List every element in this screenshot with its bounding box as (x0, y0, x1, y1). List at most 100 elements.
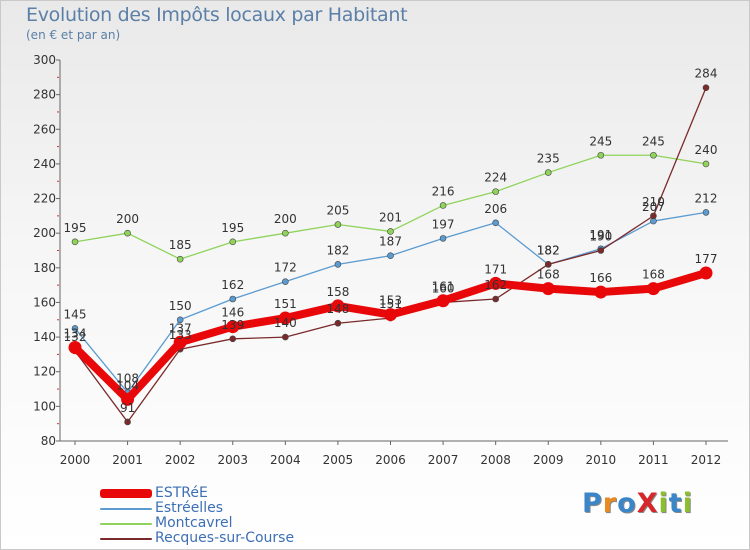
data-label-estr-e: 168 (537, 268, 560, 282)
logo-letter: o (617, 488, 637, 519)
data-point-recques-sur-course (282, 333, 289, 341)
data-label-recques-sur-course: 133 (169, 328, 192, 342)
data-label-estr-e: 158 (326, 285, 349, 299)
data-point-montcavrel (650, 151, 657, 159)
x-tick-label: 2007 (428, 453, 459, 467)
data-point-recques-sur-course (124, 418, 131, 426)
data-point-montcavrel (597, 151, 605, 159)
data-label-montcavrel: 200 (274, 212, 297, 226)
data-point-estr-e (594, 285, 608, 299)
y-tick-label: 280 (33, 88, 56, 102)
legend-item-estr-elles: Estréelles (100, 501, 223, 516)
data-point-montcavrel (544, 169, 552, 176)
data-label-montcavrel: 200 (116, 212, 139, 226)
data-point-estr-elles (71, 325, 79, 332)
legend-swatch (100, 507, 152, 510)
data-label-estr-elles: 212 (695, 191, 718, 205)
x-tick-label: 2010 (586, 453, 617, 467)
data-point-montcavrel (334, 221, 342, 228)
data-label-recques-sur-course: 162 (484, 278, 507, 292)
data-point-montcavrel (229, 238, 237, 246)
data-point-estr-elles (387, 252, 394, 259)
data-point-estr-e (331, 299, 345, 313)
data-label-estr-elles: 207 (642, 200, 665, 214)
data-label-montcavrel: 235 (537, 152, 560, 166)
data-point-estr-e (436, 294, 450, 308)
data-point-recques-sur-course (492, 295, 499, 303)
data-label-estr-e: 161 (432, 280, 455, 294)
data-label-recques-sur-course: 182 (537, 243, 560, 257)
data-point-montcavrel (387, 228, 394, 235)
legend-item-estr-e: ESTRéE (100, 486, 208, 501)
data-label-recques-sur-course: 91 (120, 401, 135, 415)
data-label-estr-e: 146 (221, 306, 244, 320)
data-point-recques-sur-course (229, 335, 237, 343)
data-label-estr-elles: 182 (326, 243, 349, 257)
chart-title: Evolution des Impôts locaux par Habitant (26, 4, 408, 26)
data-label-recques-sur-course: 284 (695, 67, 718, 81)
data-label-estr-elles: 108 (116, 372, 139, 386)
data-label-estr-e: 171 (484, 262, 507, 276)
data-point-estr-e (646, 282, 660, 296)
x-tick-label: 2011 (638, 453, 669, 467)
x-tick-label: 2003 (217, 453, 248, 467)
legend-label: Montcavrel (155, 515, 233, 531)
data-point-recques-sur-course (334, 319, 342, 327)
data-point-estr-elles (702, 209, 710, 216)
y-tick-label: 100 (33, 399, 56, 413)
y-tick-label: 160 (33, 295, 56, 309)
data-point-recques-sur-course (544, 261, 552, 268)
logo-letter: i (682, 488, 693, 519)
x-tick-label: 2000 (60, 453, 91, 467)
data-point-estr-e (489, 276, 503, 290)
data-label-recques-sur-course: 139 (221, 318, 244, 332)
data-label-estr-e: 166 (589, 271, 612, 285)
data-label-estr-elles: 206 (484, 202, 507, 216)
data-label-montcavrel: 201 (379, 210, 402, 224)
data-label-montcavrel: 245 (589, 134, 612, 148)
y-tick-label: 180 (33, 261, 56, 275)
data-point-montcavrel (492, 188, 499, 195)
data-label-montcavrel: 245 (642, 134, 665, 148)
y-tick-label: 260 (33, 122, 56, 136)
data-point-recques-sur-course (702, 84, 710, 92)
x-tick-label: 2004 (270, 453, 301, 467)
data-point-estr-e (541, 282, 555, 296)
data-point-estr-elles (439, 235, 447, 242)
legend-item-montcavrel: Montcavrel (100, 516, 233, 531)
data-point-montcavrel (702, 160, 710, 168)
data-label-montcavrel: 224 (484, 171, 507, 185)
y-tick-label: 240 (33, 157, 56, 171)
x-tick-label: 2008 (480, 453, 511, 467)
legend-label: Estréelles (155, 500, 223, 516)
data-label-estr-e: 104 (116, 378, 139, 392)
data-point-estr-e (384, 308, 397, 322)
data-point-estr-elles (334, 261, 342, 268)
y-tick-label: 220 (33, 192, 56, 206)
legend-label: Recques-sur-Course (155, 530, 295, 546)
data-label-estr-elles: 182 (537, 243, 560, 257)
y-tick-label: 300 (33, 53, 56, 67)
logo-letter: i (658, 488, 669, 519)
data-label-estr-e: 134 (64, 326, 87, 340)
logo-letter: X (636, 488, 659, 519)
data-label-montcavrel: 205 (326, 204, 349, 218)
data-label-estr-elles: 172 (274, 261, 297, 275)
data-label-montcavrel: 195 (221, 221, 244, 235)
data-label-montcavrel: 240 (695, 143, 718, 157)
data-label-recques-sur-course: 151 (379, 297, 402, 311)
legend-label: ESTRéE (155, 485, 208, 501)
data-point-estr-elles (492, 219, 499, 227)
data-point-estr-e (121, 392, 135, 406)
data-label-estr-elles: 191 (589, 228, 612, 242)
data-label-estr-elles: 197 (432, 217, 455, 231)
data-label-estr-elles: 162 (221, 278, 244, 292)
data-label-recques-sur-course: 140 (274, 316, 297, 330)
data-label-estr-e: 168 (642, 268, 665, 282)
data-label-recques-sur-course: 210 (642, 195, 665, 209)
data-point-montcavrel (176, 255, 184, 263)
data-label-montcavrel: 185 (169, 238, 192, 252)
data-point-recques-sur-course (597, 247, 605, 254)
legend-swatch (100, 522, 152, 525)
